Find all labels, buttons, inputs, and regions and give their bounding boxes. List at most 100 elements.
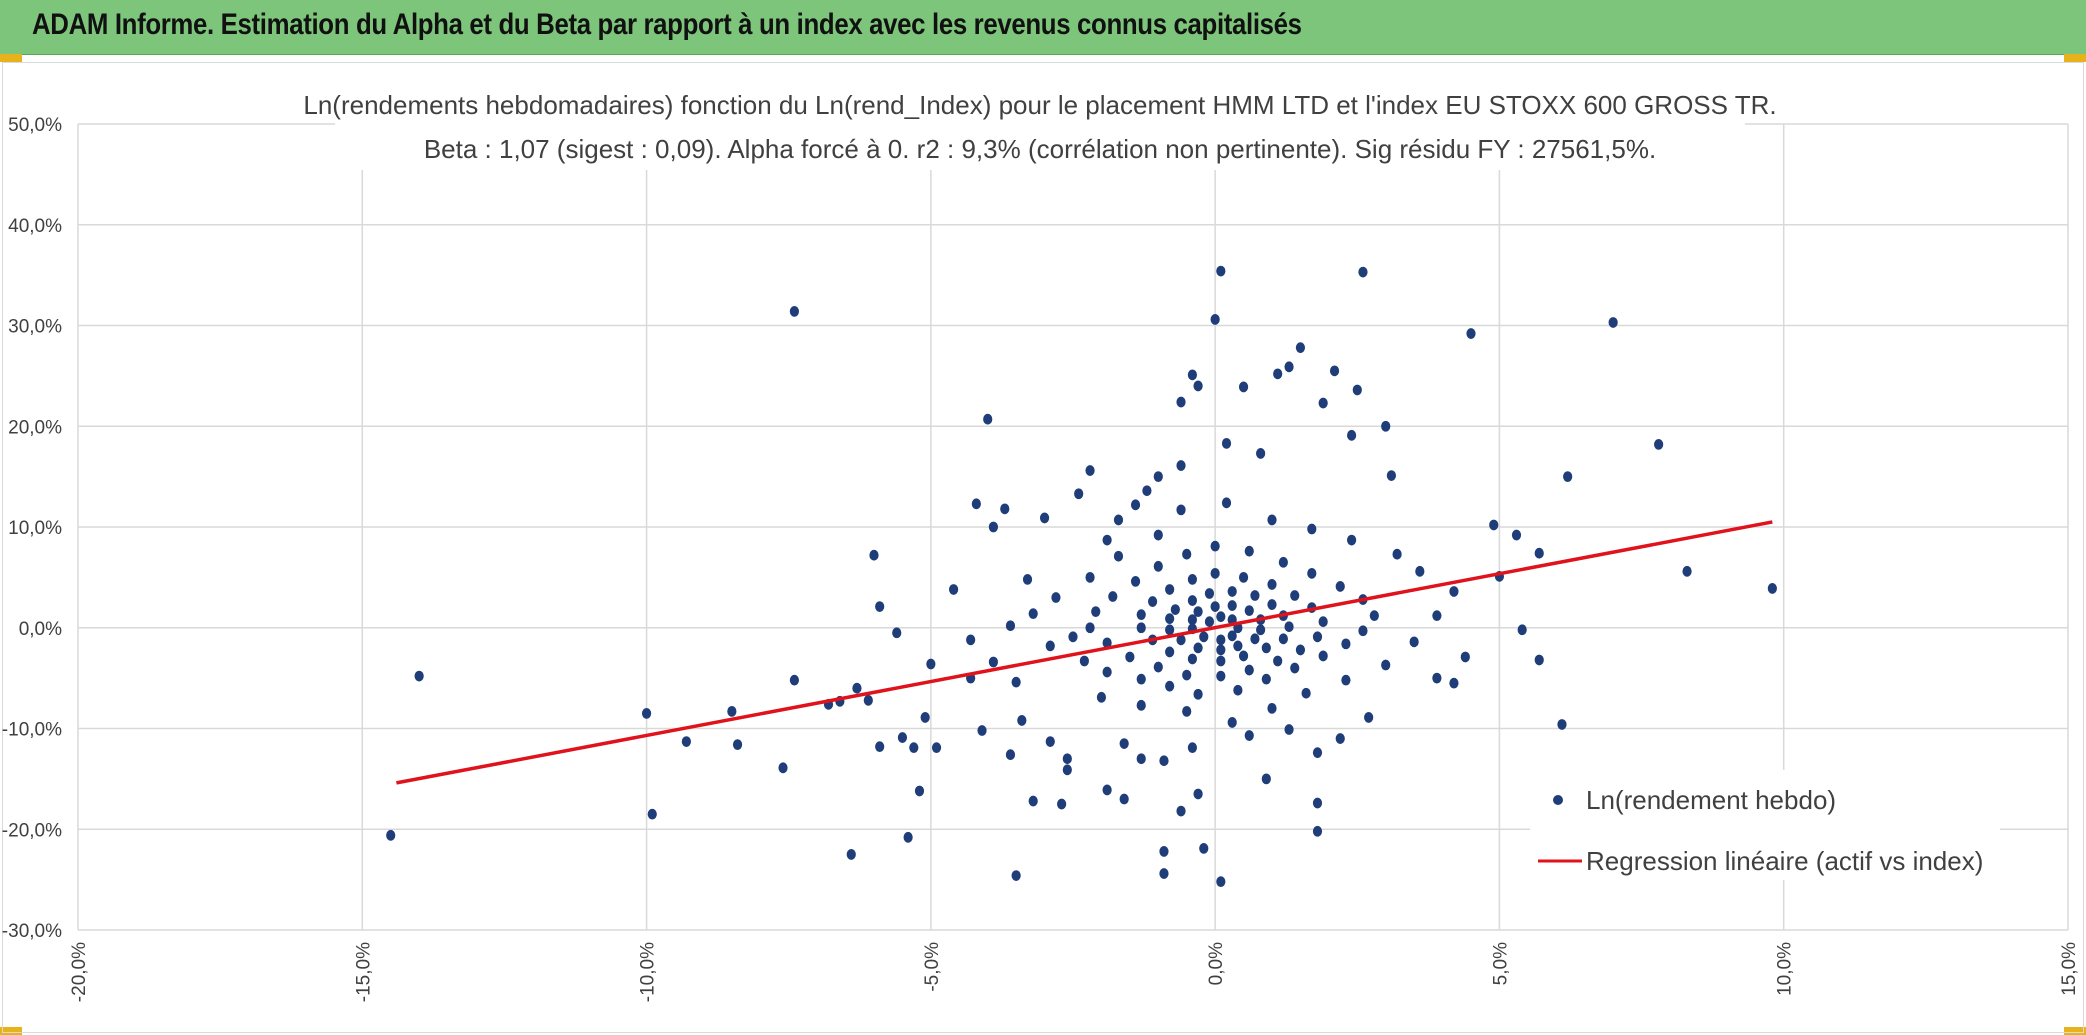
data-point bbox=[1085, 465, 1095, 476]
data-point bbox=[1130, 499, 1141, 511]
data-point bbox=[1074, 488, 1084, 500]
data-point bbox=[1176, 396, 1186, 408]
legend-label-line: Regression linéaire (actif vs index) bbox=[1586, 846, 1983, 876]
data-point bbox=[1267, 514, 1277, 526]
chart-subtitle: Beta : 1,07 (sigest : 0,09). Alpha forcé… bbox=[424, 134, 1656, 164]
data-point bbox=[1187, 653, 1197, 665]
data-point bbox=[1165, 613, 1175, 625]
data-point bbox=[1170, 604, 1180, 616]
data-point bbox=[1409, 636, 1419, 648]
data-point bbox=[1267, 599, 1277, 610]
data-point bbox=[1221, 437, 1232, 449]
data-point bbox=[1182, 669, 1192, 681]
data-point bbox=[1216, 876, 1226, 888]
data-point bbox=[1534, 654, 1544, 666]
data-point bbox=[1165, 680, 1175, 692]
title-background bbox=[335, 92, 1745, 170]
data-point bbox=[1329, 365, 1340, 377]
data-point bbox=[1136, 609, 1146, 621]
corner-marker bbox=[2064, 54, 2086, 62]
data-point bbox=[1358, 625, 1368, 637]
data-point bbox=[1153, 560, 1163, 572]
data-point bbox=[1113, 514, 1124, 526]
data-point bbox=[1193, 606, 1203, 618]
x-tick-label: 0,0% bbox=[1206, 942, 1227, 985]
data-point bbox=[1085, 622, 1095, 634]
x-tick-label: 15,0% bbox=[2059, 942, 2080, 996]
data-point bbox=[1079, 655, 1089, 667]
data-point bbox=[1159, 868, 1169, 879]
data-point bbox=[1347, 534, 1357, 546]
data-point bbox=[1136, 673, 1146, 685]
data-point bbox=[897, 732, 908, 743]
data-point bbox=[1238, 650, 1249, 662]
data-point bbox=[1153, 529, 1163, 541]
data-point bbox=[1238, 571, 1249, 583]
data-point bbox=[1216, 644, 1226, 656]
data-point bbox=[1244, 605, 1254, 617]
data-point bbox=[914, 785, 925, 797]
data-point bbox=[1148, 596, 1158, 607]
corner-marker bbox=[0, 1027, 22, 1035]
chart-title: Ln(rendements hebdomadaires) fonction du… bbox=[303, 90, 1776, 120]
data-point bbox=[1182, 705, 1192, 717]
header-banner: ADAM Informe. Estimation du Alpha et du … bbox=[0, 0, 2086, 55]
data-point bbox=[1187, 369, 1197, 381]
data-point bbox=[1210, 567, 1220, 579]
data-point bbox=[1511, 529, 1522, 541]
data-point bbox=[966, 634, 976, 646]
data-point bbox=[1312, 797, 1323, 809]
data-point bbox=[1130, 576, 1141, 587]
data-point bbox=[1256, 448, 1266, 459]
data-point bbox=[1204, 616, 1215, 628]
legend: Ln(rendement hebdo) Regression linéaire … bbox=[1538, 785, 1983, 876]
y-tick-label: 0,0% bbox=[19, 619, 62, 640]
data-point bbox=[1312, 825, 1323, 837]
corner-marker bbox=[2064, 1027, 2086, 1035]
legend-label-points: Ln(rendement hebdo) bbox=[1586, 785, 1836, 815]
legend-marker-points bbox=[1553, 795, 1563, 805]
x-axis-labels: -20,0% -15,0% -10,0% -5,0% 0,0% 5,0% 10,0% 15,0… bbox=[69, 942, 2080, 1002]
data-point bbox=[1216, 670, 1226, 682]
data-point bbox=[1011, 676, 1021, 688]
data-point bbox=[1193, 688, 1203, 700]
data-point bbox=[1307, 523, 1317, 535]
data-point bbox=[1176, 460, 1186, 471]
data-point bbox=[1767, 583, 1777, 594]
data-point bbox=[1187, 573, 1197, 585]
data-point bbox=[1085, 571, 1095, 583]
y-tick-label: 40,0% bbox=[8, 216, 62, 237]
data-point bbox=[1557, 719, 1567, 730]
data-point bbox=[1204, 588, 1215, 599]
data-point bbox=[1278, 556, 1288, 568]
data-point bbox=[1227, 717, 1237, 728]
data-point bbox=[1256, 624, 1266, 636]
data-point bbox=[1039, 512, 1050, 524]
data-point bbox=[869, 549, 879, 561]
data-point bbox=[1301, 687, 1311, 699]
corner-marker bbox=[0, 54, 22, 62]
data-point bbox=[1392, 548, 1402, 560]
data-point bbox=[1250, 590, 1260, 601]
data-point bbox=[414, 670, 424, 682]
data-point bbox=[1165, 584, 1175, 595]
data-point bbox=[1295, 644, 1306, 656]
data-point bbox=[1415, 565, 1425, 577]
data-point bbox=[1136, 753, 1146, 765]
regression-line-group bbox=[396, 520, 1773, 785]
data-point bbox=[1250, 633, 1260, 645]
data-point bbox=[1091, 606, 1101, 618]
data-point bbox=[1432, 610, 1442, 622]
data-point bbox=[1227, 630, 1237, 642]
data-point bbox=[1051, 592, 1061, 603]
data-point bbox=[1534, 547, 1544, 559]
y-axis-labels: 50,0% 40,0% 30,0% 20,0% 10,0% 0,0% -10,0% -20,0… bbox=[2, 115, 62, 942]
data-point bbox=[1005, 749, 1016, 761]
data-point bbox=[1187, 614, 1197, 626]
data-point bbox=[1466, 328, 1476, 339]
data-point bbox=[1227, 600, 1237, 611]
data-point bbox=[1284, 621, 1294, 633]
data-point bbox=[949, 584, 959, 595]
data-point bbox=[1136, 622, 1146, 634]
y-tick-label: -30,0% bbox=[2, 921, 62, 942]
